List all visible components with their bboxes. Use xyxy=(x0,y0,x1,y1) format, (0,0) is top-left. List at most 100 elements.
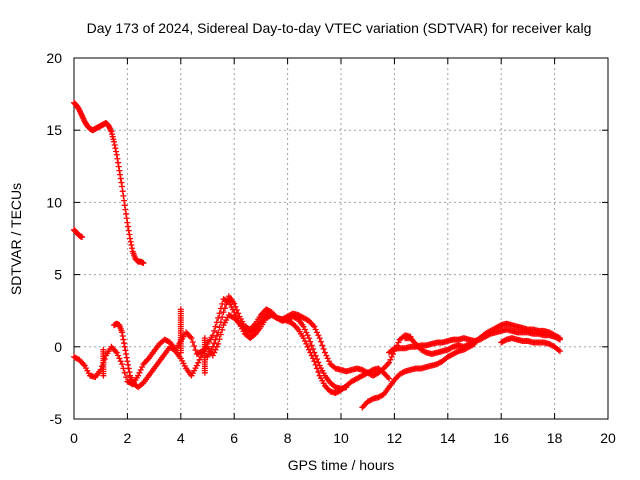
data-point xyxy=(117,358,124,365)
data-point xyxy=(211,349,218,356)
data-point xyxy=(300,323,307,330)
data-point xyxy=(197,353,204,360)
data-point xyxy=(311,349,318,356)
data-point xyxy=(121,369,128,376)
x-axis-label: GPS time / hours xyxy=(288,457,395,473)
data-point xyxy=(101,356,108,363)
data-point xyxy=(219,314,226,321)
grid-lines xyxy=(74,58,608,419)
data-point xyxy=(111,142,118,149)
data-point xyxy=(113,151,120,158)
data-point xyxy=(119,183,126,190)
x-tick-label: 8 xyxy=(284,430,292,446)
y-tick-label: 0 xyxy=(54,339,62,355)
y-tick-label: 5 xyxy=(54,267,62,283)
data-point xyxy=(114,155,121,162)
data-point xyxy=(119,329,126,336)
data-point xyxy=(313,329,320,336)
data-point xyxy=(216,310,223,317)
x-tick-labels: 0 2 4 6 8 10 12 14 16 18 20 xyxy=(70,430,616,446)
series-track-c xyxy=(204,293,350,392)
data-point xyxy=(555,334,562,341)
data-point xyxy=(193,362,200,369)
data-point xyxy=(216,324,223,331)
data-point xyxy=(119,332,126,339)
axis-ticks xyxy=(73,57,609,420)
data-point xyxy=(386,375,393,382)
data-point xyxy=(448,344,455,351)
data-point xyxy=(215,314,222,321)
y-axis-label: SDTVAR / TECUs xyxy=(8,183,24,295)
data-point xyxy=(195,359,202,366)
data-point xyxy=(171,347,178,354)
data-point xyxy=(220,309,227,316)
x-tick-label: 18 xyxy=(547,430,563,446)
data-point xyxy=(303,329,310,336)
x-tick-label: 4 xyxy=(177,430,185,446)
data-point xyxy=(315,332,322,339)
data-point xyxy=(125,227,132,234)
data-point xyxy=(556,335,563,342)
data-point xyxy=(115,163,122,170)
data-point xyxy=(79,234,86,241)
y-tick-label: -5 xyxy=(50,411,63,427)
data-point xyxy=(386,359,393,366)
data-point xyxy=(125,223,132,230)
data-point xyxy=(121,340,128,347)
data-point xyxy=(120,336,127,343)
data-point xyxy=(309,345,316,352)
data-point xyxy=(209,352,216,359)
data-point xyxy=(301,326,308,333)
data-point xyxy=(390,346,397,353)
data-point xyxy=(125,361,132,368)
data-point xyxy=(123,351,130,358)
data-point xyxy=(121,343,128,350)
x-tick-label: 16 xyxy=(493,430,509,446)
data-point xyxy=(312,326,319,333)
data-point xyxy=(99,363,106,370)
data-point xyxy=(555,347,562,354)
data-point xyxy=(177,349,184,356)
y-tick-label: 10 xyxy=(46,194,62,210)
data-point xyxy=(317,338,324,345)
data-point xyxy=(320,345,327,352)
x-tick-label: 2 xyxy=(124,430,132,446)
data-point xyxy=(115,159,122,166)
data-point xyxy=(304,332,311,339)
data-point xyxy=(139,380,146,387)
data-point xyxy=(112,145,119,152)
data-point xyxy=(556,348,563,355)
data-point xyxy=(123,215,130,222)
series-spike-5h xyxy=(201,335,208,376)
data-point xyxy=(321,349,328,356)
data-point xyxy=(128,241,135,248)
data-point xyxy=(191,343,198,350)
data-point xyxy=(319,342,326,349)
series-spike-1h xyxy=(100,346,107,379)
data-point xyxy=(209,343,216,350)
x-tick-label: 10 xyxy=(333,430,349,446)
data-point xyxy=(129,245,136,252)
data-point xyxy=(115,352,122,359)
data-point xyxy=(126,231,133,238)
x-tick-label: 14 xyxy=(440,430,456,446)
data-point xyxy=(212,323,219,330)
data-point xyxy=(119,361,126,368)
data-point xyxy=(212,336,219,343)
series-spike-4h xyxy=(177,306,184,356)
data-point xyxy=(235,310,242,317)
y-tick-labels: -5 0 5 10 15 20 xyxy=(46,50,62,427)
data-point xyxy=(305,335,312,342)
data-point xyxy=(127,235,134,242)
data-point xyxy=(217,319,224,326)
data-point xyxy=(464,341,471,348)
data-point xyxy=(124,219,131,226)
data-point xyxy=(117,171,124,178)
data-point xyxy=(113,148,120,155)
data-point xyxy=(111,138,118,145)
data-point xyxy=(387,356,394,363)
data-point xyxy=(188,335,195,342)
series-track-g xyxy=(498,335,563,355)
data-point xyxy=(122,206,129,213)
